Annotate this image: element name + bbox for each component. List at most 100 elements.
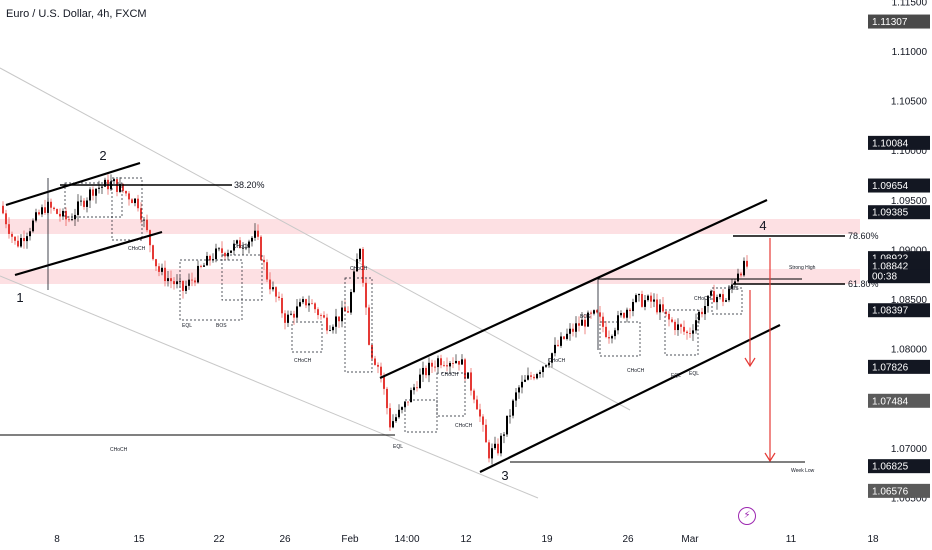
y-axis-tick-label: 1.08500 xyxy=(891,295,928,306)
candle-body xyxy=(131,199,133,204)
candle-body xyxy=(317,309,319,316)
candle-body xyxy=(503,434,505,436)
wave-label: 2 xyxy=(99,148,106,163)
candle-body xyxy=(155,259,157,267)
candle-body xyxy=(620,313,622,316)
candle-body xyxy=(566,333,568,339)
candle-body xyxy=(362,248,364,283)
structure-box xyxy=(404,399,438,433)
structure-box xyxy=(664,309,699,356)
candle-body xyxy=(407,401,409,403)
candle-body xyxy=(41,207,43,215)
candle-body xyxy=(443,365,445,366)
candle-body xyxy=(185,285,187,291)
candle-body xyxy=(569,328,571,334)
candle-body xyxy=(14,236,16,241)
candle-body xyxy=(404,401,406,408)
supply-zone-lower xyxy=(0,269,860,284)
candle-body xyxy=(356,259,358,272)
candle-body xyxy=(23,237,25,242)
candle-body xyxy=(179,280,181,282)
fib-level-label: 38.20% xyxy=(234,180,265,190)
candle-body xyxy=(92,189,94,196)
x-axis-tick-label: Feb xyxy=(341,534,359,545)
candle-body xyxy=(629,309,631,312)
candle-body xyxy=(626,309,628,318)
candle-body xyxy=(650,295,652,302)
candle-body xyxy=(89,189,91,201)
candle-body xyxy=(299,302,301,307)
candle-body xyxy=(605,326,607,338)
candle-body xyxy=(44,207,46,213)
candle-body xyxy=(347,311,349,313)
candle-body xyxy=(35,212,37,221)
price-tag-bg xyxy=(868,178,930,193)
candle-body xyxy=(86,200,88,207)
candle-body xyxy=(689,333,691,334)
candle-body xyxy=(461,359,463,365)
candle-body xyxy=(326,317,328,331)
candle-body xyxy=(323,315,325,318)
candle-body xyxy=(215,248,217,260)
candle-body xyxy=(548,362,550,366)
price-tag-label: 1.07826 xyxy=(872,362,909,373)
price-tag-label: 1.08397 xyxy=(872,306,909,317)
candle-body xyxy=(623,313,625,318)
candle-body xyxy=(416,387,418,389)
candle-body xyxy=(8,224,10,234)
candle-body xyxy=(191,279,193,281)
candle-body xyxy=(701,311,703,315)
price-tag-label: 1.09385 xyxy=(872,208,909,219)
candle-body xyxy=(560,336,562,346)
choch-label: CHoCH xyxy=(548,358,566,364)
candle-body xyxy=(137,198,139,209)
candle-body xyxy=(17,240,19,247)
candle-body xyxy=(653,299,655,302)
price-tag-label: 1.06576 xyxy=(872,486,909,497)
candle-body xyxy=(497,443,499,454)
candle-body xyxy=(695,320,697,331)
candle-body xyxy=(275,287,277,297)
candle-body xyxy=(557,344,559,346)
x-axis-tick-label: 26 xyxy=(622,534,634,545)
x-axis-tick-label: 18 xyxy=(867,534,879,545)
candle-body xyxy=(524,379,526,382)
candle-body xyxy=(251,237,253,242)
candle-body xyxy=(419,374,421,389)
candle-body xyxy=(119,183,121,192)
candle-body xyxy=(374,358,376,365)
price-tag-bg xyxy=(868,303,930,318)
price-tag-label: 00:38 xyxy=(872,272,897,283)
candle-body xyxy=(593,310,595,314)
candle-body xyxy=(50,201,52,208)
candle-body xyxy=(248,241,250,248)
weak-low-label: Week Low xyxy=(791,468,815,474)
structure-box xyxy=(111,177,143,241)
eql-label: EQL xyxy=(182,323,192,329)
candle-body xyxy=(20,237,22,247)
structure-box xyxy=(599,321,641,357)
candle-body xyxy=(683,326,685,332)
candle-body xyxy=(206,255,208,266)
x-axis-tick-label: 12 xyxy=(460,534,472,545)
candle-body xyxy=(5,213,7,225)
candle-body xyxy=(743,260,745,276)
candle-body xyxy=(554,344,556,354)
candle-body xyxy=(266,262,268,280)
candle-body xyxy=(440,358,442,366)
candle-body xyxy=(602,316,604,327)
candle-body xyxy=(188,279,190,286)
candle-body xyxy=(239,240,241,249)
candle-body xyxy=(134,198,136,204)
candle-body xyxy=(314,303,316,310)
candle-body xyxy=(494,443,496,449)
structure-box xyxy=(436,372,466,417)
tradingview-flash-icon[interactable]: ⚡ xyxy=(738,507,756,525)
price-tag-bg xyxy=(868,205,930,220)
projection-arrow-long-head xyxy=(764,452,776,463)
candle-body xyxy=(200,265,202,267)
candle-body xyxy=(572,328,574,332)
candle-body xyxy=(512,400,514,416)
